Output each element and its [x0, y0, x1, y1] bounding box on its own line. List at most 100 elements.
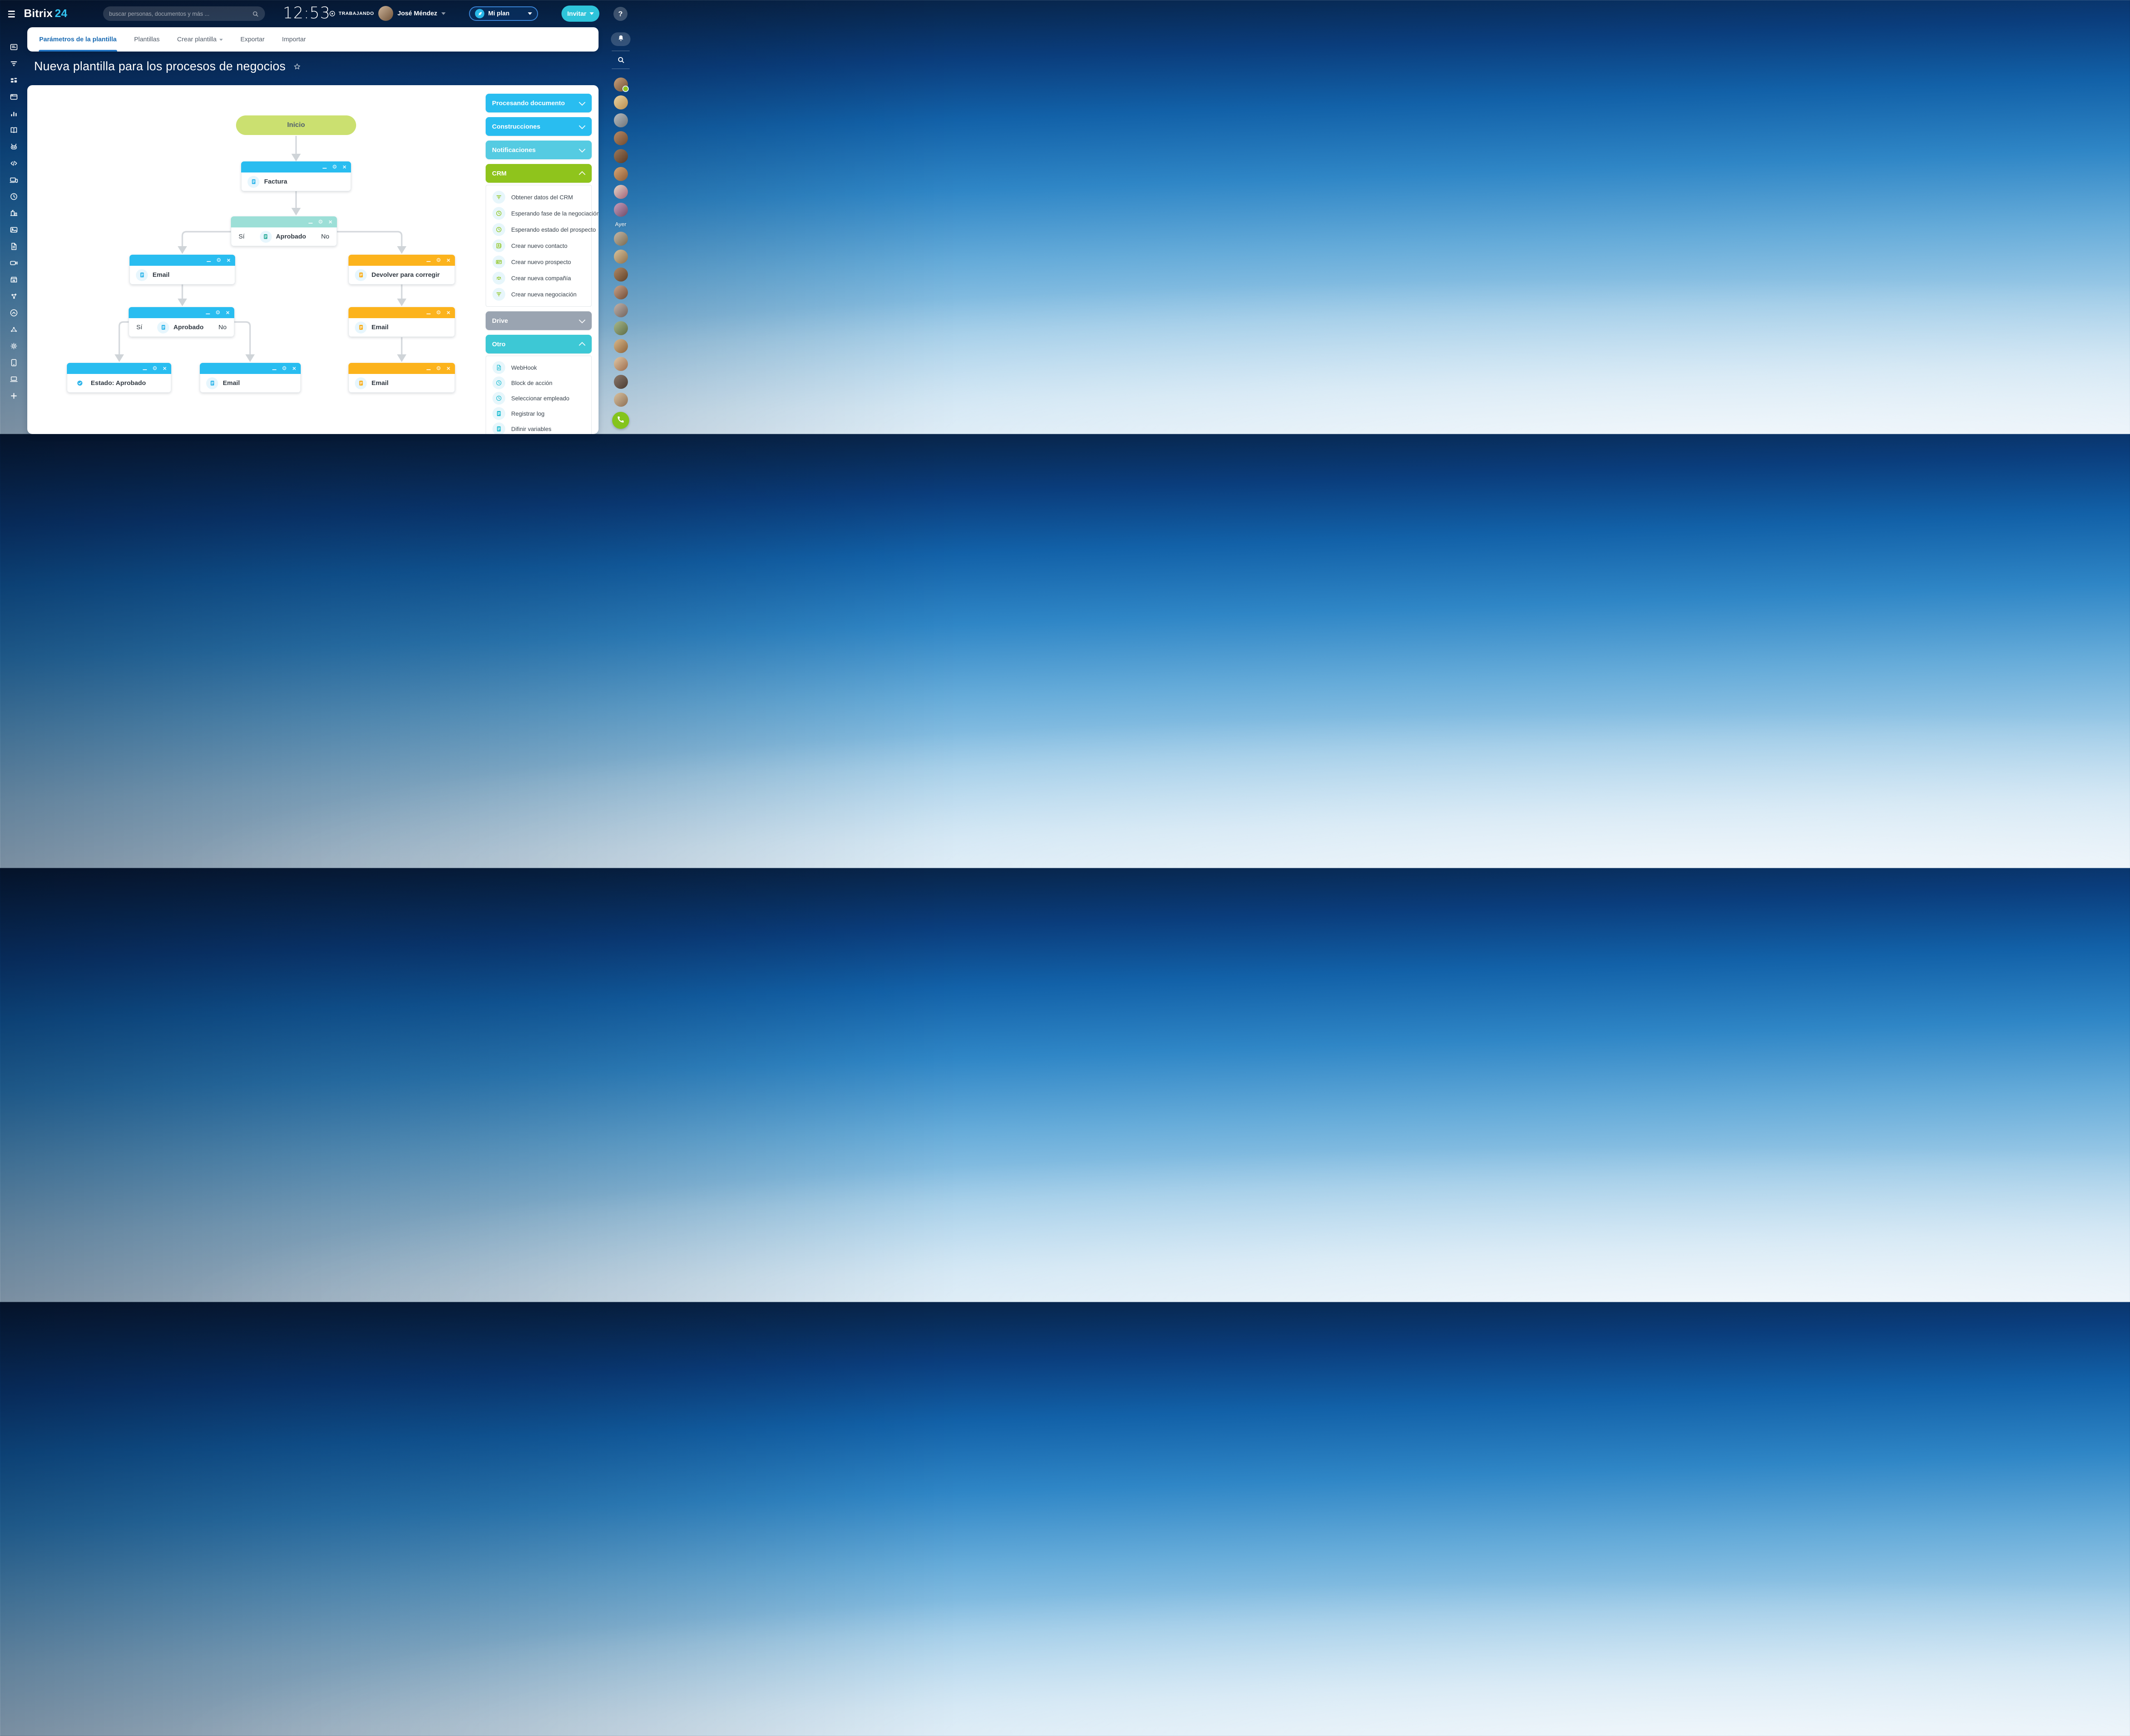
contact-avatar[interactable]: [613, 131, 628, 145]
close-icon[interactable]: ×: [446, 309, 450, 316]
branch-no-label[interactable]: No: [218, 324, 227, 331]
sidebar-icon-funnel[interactable]: [9, 59, 18, 68]
sidebar-icon-chevroncircle[interactable]: [9, 308, 18, 317]
work-time-clock[interactable]: 12:53: [283, 4, 331, 22]
palette-section-crm[interactable]: CRM: [486, 164, 592, 183]
crm-action[interactable]: Crear nueva compañía: [486, 270, 591, 286]
settings-gear-icon[interactable]: ⚙: [436, 257, 441, 264]
crm-action[interactable]: Esperando estado del prospecto: [486, 221, 596, 238]
flow-node-aprobado-2[interactable]: ⚙ × Sí Aprobado No: [129, 307, 234, 337]
minimize-icon[interactable]: [142, 369, 147, 371]
sidebar-icon-buildings[interactable]: [9, 209, 18, 218]
contact-avatar[interactable]: [613, 167, 628, 181]
flow-node-inicio[interactable]: Inicio: [236, 115, 356, 135]
sidebar-icon-plus[interactable]: [9, 391, 18, 400]
contact-avatar[interactable]: [613, 149, 628, 163]
settings-gear-icon[interactable]: ⚙: [282, 365, 287, 372]
branch-yes-label[interactable]: Sí: [239, 233, 245, 240]
contact-avatar[interactable]: [613, 375, 628, 389]
tab-4[interactable]: Importar: [282, 27, 306, 52]
sidebar-icon-clock[interactable]: [9, 192, 18, 201]
contact-avatar[interactable]: [613, 393, 628, 407]
close-icon[interactable]: ×: [227, 256, 230, 264]
close-icon[interactable]: ×: [292, 365, 296, 372]
sidebar-icon-chart[interactable]: [9, 109, 18, 118]
contact-avatar[interactable]: [613, 95, 628, 109]
branch-yes-label[interactable]: Sí: [136, 324, 143, 331]
close-icon[interactable]: ×: [163, 365, 167, 372]
tab-2[interactable]: Crear plantilla: [177, 27, 223, 52]
sidebar-icon-image[interactable]: [9, 225, 18, 234]
settings-gear-icon[interactable]: ⚙: [216, 257, 222, 264]
contact-avatar[interactable]: [613, 267, 628, 282]
favorite-star-icon[interactable]: [293, 62, 302, 71]
minimize-icon[interactable]: [272, 369, 276, 371]
contact-avatar[interactable]: [613, 321, 628, 335]
flow-node-email-left[interactable]: ⚙ × Email: [130, 255, 235, 285]
user-menu[interactable]: José Méndez: [378, 6, 446, 21]
otro-action[interactable]: Registrar log: [486, 406, 591, 421]
sidebar-icon-code[interactable]: [9, 159, 18, 168]
otro-action[interactable]: Block de acción: [486, 375, 591, 391]
crm-action[interactable]: Esperando fase de la negociación: [486, 205, 599, 221]
contact-avatar[interactable]: [613, 357, 628, 371]
branch-no-label[interactable]: No: [321, 233, 329, 240]
sidebar-icon-devices[interactable]: [9, 175, 18, 184]
crm-action[interactable]: Obtener datos del CRM: [486, 189, 591, 205]
notifications-button[interactable]: [611, 32, 630, 46]
sidebar-icon-gear[interactable]: [9, 342, 18, 351]
flow-node-devolver[interactable]: ⚙ × Devolver para corregir: [348, 255, 455, 285]
close-icon[interactable]: ×: [446, 365, 450, 372]
minimize-icon[interactable]: [426, 369, 431, 371]
contact-avatar[interactable]: [613, 78, 629, 92]
rail-search-button[interactable]: [617, 56, 625, 64]
contact-avatar[interactable]: [613, 203, 628, 217]
contact-avatar[interactable]: [613, 232, 628, 246]
minimize-icon[interactable]: [205, 313, 210, 315]
contact-avatar[interactable]: [613, 303, 628, 317]
otro-action[interactable]: Difinir variables: [486, 421, 591, 434]
flow-node-email-mid[interactable]: ⚙ × Email: [200, 363, 301, 393]
contact-avatar[interactable]: [613, 285, 628, 299]
sidebar-icon-laptop[interactable]: [9, 375, 18, 384]
settings-gear-icon[interactable]: ⚙: [215, 309, 221, 316]
flow-node-estado-aprobado[interactable]: ⚙ × Estado: Aprobado: [67, 363, 171, 393]
contact-avatar[interactable]: [613, 339, 628, 353]
settings-gear-icon[interactable]: ⚙: [436, 365, 441, 372]
tab-3[interactable]: Exportar: [240, 27, 265, 52]
tab-0[interactable]: Parámetros de la plantilla: [39, 27, 117, 52]
flow-node-aprobado-1[interactable]: ⚙ × Sí Aprobado No: [231, 216, 337, 246]
minimize-icon[interactable]: [322, 167, 327, 169]
otro-action[interactable]: WebHook: [486, 360, 591, 375]
crm-action[interactable]: Crear nuevo contacto: [486, 238, 591, 254]
close-icon[interactable]: ×: [446, 256, 450, 264]
minimize-icon[interactable]: [308, 222, 313, 224]
palette-section-procesando-documento[interactable]: Procesando documento: [486, 94, 592, 112]
sidebar-icon-store[interactable]: [9, 275, 18, 284]
minimize-icon[interactable]: [426, 261, 431, 262]
sidebar-icon-robot[interactable]: [9, 142, 18, 151]
sidebar-icon-file[interactable]: [9, 242, 18, 251]
contact-avatar[interactable]: [613, 113, 628, 127]
crm-action[interactable]: Crear nueva negociación: [486, 286, 591, 302]
tab-1[interactable]: Plantillas: [134, 27, 160, 52]
crm-action[interactable]: Crear nuevo prospecto: [486, 254, 591, 270]
palette-section-drive[interactable]: Drive: [486, 311, 592, 330]
call-button[interactable]: [612, 412, 629, 429]
global-search-input[interactable]: buscar personas, documentos y más ...: [103, 6, 265, 21]
palette-section-construcciones[interactable]: Construcciones: [486, 117, 592, 136]
sidebar-icon-newsfeed[interactable]: [9, 43, 18, 52]
flow-node-factura[interactable]: ⚙ × Factura: [241, 161, 351, 191]
settings-gear-icon[interactable]: ⚙: [436, 309, 441, 316]
app-logo[interactable]: Bitrix 24: [24, 7, 67, 20]
settings-gear-icon[interactable]: ⚙: [332, 164, 337, 170]
sidebar-icon-tablet[interactable]: [9, 358, 18, 367]
work-status-button[interactable]: TRABAJANDO: [329, 10, 374, 17]
sidebar-icon-window[interactable]: [9, 92, 18, 101]
minimize-icon[interactable]: [206, 261, 211, 262]
help-button[interactable]: ?: [613, 7, 627, 21]
close-icon[interactable]: ×: [226, 309, 230, 316]
sidebar-icon-sharering[interactable]: [9, 292, 18, 301]
otro-action[interactable]: Seleccionar empleado: [486, 391, 591, 406]
settings-gear-icon[interactable]: ⚙: [318, 218, 323, 225]
